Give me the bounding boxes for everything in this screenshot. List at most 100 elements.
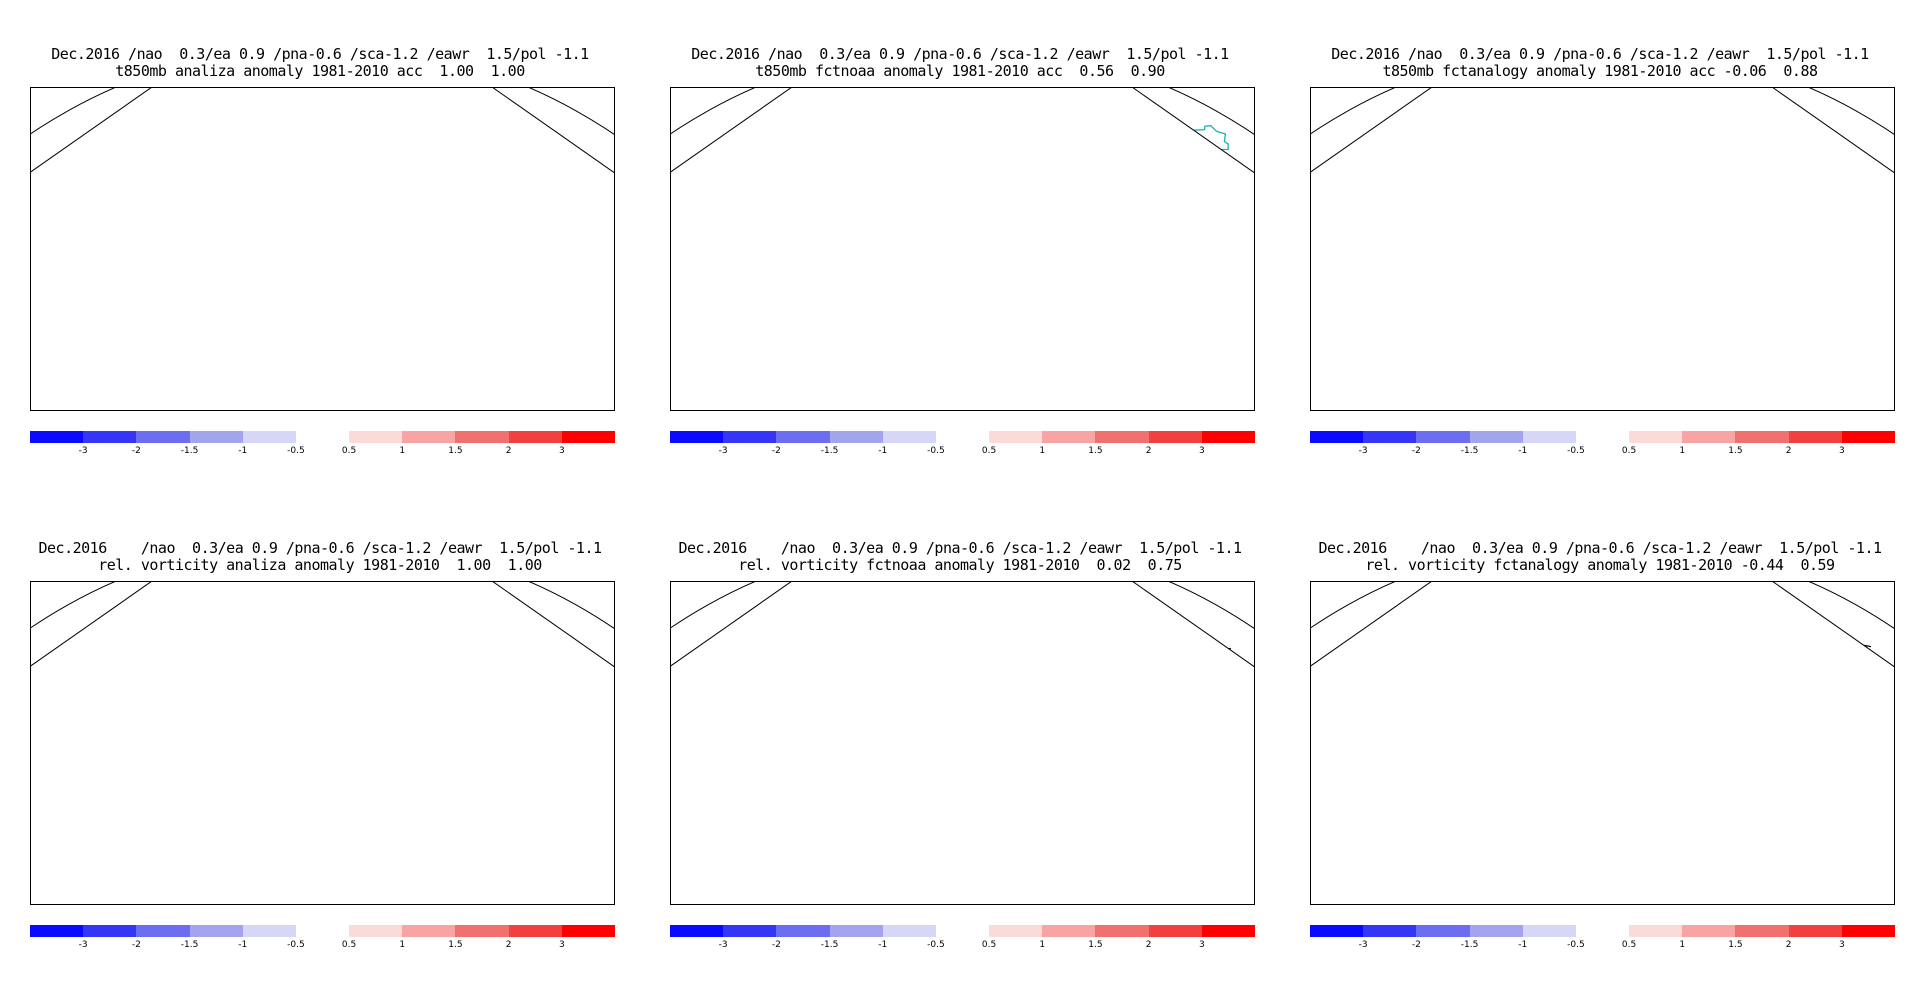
colorbar-tick-label: -2 [1411,446,1421,456]
colorbar-swatch [349,431,403,443]
map-panel: Dec.2016 /nao 0.3/ea 0.9 /pna-0.6 /sca-1… [0,494,640,964]
colorbar-tick-label: 1.5 [448,446,463,456]
map-domain-outline [671,88,1254,174]
colorbar-swatch [295,925,350,937]
panel-title-line2: t850mb fctanalogy anomaly 1981-2010 acc … [1382,62,1818,80]
colorbar-swatch [508,925,563,937]
colorbar-swatch [670,431,724,443]
colorbar-swatch [1201,925,1256,937]
colorbar-tick-label: -0.5 [1567,446,1585,456]
colorbar-swatch [776,431,831,443]
colorbar-tick-label: 0.5 [981,446,997,456]
colorbar-swatch [242,925,297,937]
map-mask [31,582,614,904]
map-mask [31,88,614,410]
colorbar-tick-label: -1 [238,940,248,950]
colorbar-swatch [1363,431,1417,443]
panel-title-line1: Dec.2016 /nao 0.3/ea 0.9 /pna-0.6 /sca-1… [1331,45,1869,63]
colorbar-tick-label: -1.5 [820,446,839,456]
map-mask [1311,582,1894,904]
colorbar-tick-label: -0.5 [287,940,305,950]
colorbar-swatch [1788,431,1843,443]
colorbar-swatch [882,925,937,937]
map-mask [1311,88,1894,410]
colorbar [30,925,616,937]
colorbar-tick-label: -3 [1358,940,1368,950]
colorbar-tick-label: -1.5 [1460,940,1479,950]
colorbar-tick-label: 2 [1785,446,1792,456]
colorbar-swatch [455,925,510,937]
colorbar-swatch [1522,431,1577,443]
colorbar-swatch [1575,925,1630,937]
colorbar-swatch [1095,925,1150,937]
map-plot: -6-4-202-6 [671,88,1254,410]
panel-title-line1: Dec.2016 /nao 0.3/ea 0.9 /pna-0.6 /sca-1… [691,45,1229,63]
colorbar-swatch [882,431,937,443]
colorbar-swatch [83,431,137,443]
colorbar-swatch [242,431,297,443]
map-domain-outline [31,582,614,668]
map-plot: -0.500.511.52-1 [1311,582,1894,904]
colorbar-swatch [508,431,563,443]
colorbar-swatch [829,431,884,443]
map-mask [671,582,1254,904]
colorbar-tick-label: -3 [1358,446,1368,456]
map-panel: Dec.2016 /nao 0.3/ea 0.9 /pna-0.6 /sca-1… [1280,494,1920,964]
colorbar-tick-label: -1 [1518,446,1528,456]
colorbar-swatch [295,431,350,443]
colorbar-tick-label: -1 [238,446,248,456]
map-domain-outline [1311,582,1894,668]
map-panel: Dec.2016 /nao 0.3/ea 0.9 /pna-0.6 /sca-1… [640,494,1280,964]
colorbar-swatch [561,431,616,443]
colorbar-swatch [189,431,244,443]
colorbar-tick-label: 3 [1838,446,1845,456]
colorbar-tick-label: -0.5 [927,446,945,456]
colorbar-swatch [935,925,990,937]
colorbar-swatch [1201,431,1256,443]
colorbar-tick-label: 1 [1679,446,1686,456]
colorbar [1310,431,1896,443]
colorbar-swatch [402,925,456,937]
colorbar-tick-label: 0.5 [341,446,357,456]
colorbar-swatch [1148,431,1203,443]
colorbar [1310,925,1896,937]
colorbar-tick-label: -1 [1518,940,1528,950]
colorbar-tick-label: 1 [1679,940,1686,950]
colorbar-tick-label: 1.5 [1728,940,1743,950]
colorbar-tick-label: 3 [1198,446,1205,456]
map-mask [671,88,1254,410]
map-plot: -8-6-4-2-32-2 [31,88,614,410]
colorbar-tick-label: -1.5 [180,446,199,456]
colorbar-tick-label: 2 [1145,446,1152,456]
colorbar-tick-label: 1 [399,446,406,456]
colorbar-tick-label: -2 [131,446,141,456]
map-plot: -0.500.5-0.511.52 [671,582,1254,904]
colorbar-tick-label: 0.5 [341,940,357,950]
colorbar-swatch [1735,925,1790,937]
colorbar-swatch [1042,925,1096,937]
colorbar-swatch [30,925,84,937]
colorbar-tick-label: 1.5 [1728,446,1743,456]
colorbar-swatch [1042,431,1096,443]
colorbar-tick-label: 0.5 [1621,446,1637,456]
map-panel: Dec.2016 /nao 0.3/ea 0.9 /pna-0.6 /sca-1… [0,0,640,470]
colorbar-tick-label: 1 [1039,940,1046,950]
colorbar-swatch [1575,431,1630,443]
colorbar-swatch [1682,925,1736,937]
colorbar-tick-label: 3 [558,940,565,950]
colorbar-swatch [1522,925,1577,937]
panel-title-line1: Dec.2016 /nao 0.3/ea 0.9 /pna-0.6 /sca-1… [1318,539,1882,557]
colorbar-tick-label: -2 [771,940,781,950]
map-frame: -6-4-202-6 [670,87,1255,411]
map-plot: -3-3-3-33 [31,582,614,904]
colorbar-tick-label: -3 [718,446,728,456]
map-plot: -6-4-202-6 [1311,88,1894,410]
colorbar-swatch [776,925,831,937]
map-panel: Dec.2016 /nao 0.3/ea 0.9 /pna-0.6 /sca-1… [1280,0,1920,470]
colorbar-swatch [829,925,884,937]
panel-title-line2: rel. vorticity fctanalogy anomaly 1981-2… [1365,556,1835,574]
colorbar-swatch [349,925,403,937]
panel-title-line2: t850mb fctnoaa anomaly 1981-2010 acc 0.5… [755,62,1165,80]
colorbar-swatch [561,925,616,937]
colorbar-swatch [989,431,1043,443]
